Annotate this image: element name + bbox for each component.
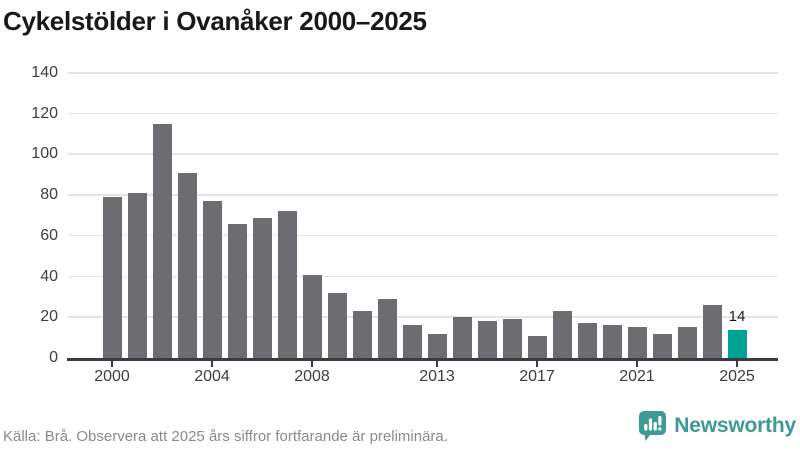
bar-2006 — [252, 217, 272, 358]
x-tick-2025 — [736, 360, 738, 367]
bar-2000 — [102, 197, 122, 358]
bar-2025 — [727, 329, 747, 358]
bar-2009 — [327, 292, 347, 358]
bar-2014 — [452, 317, 472, 358]
y-axis-label-0: 0 — [49, 349, 58, 366]
bar-2013 — [427, 333, 447, 358]
bar-2008 — [302, 274, 322, 358]
y-axis-label-100: 100 — [31, 145, 58, 163]
y-axis-label-80: 80 — [40, 186, 58, 204]
y-axis-label-20: 20 — [40, 308, 58, 326]
chart-title: Cykelstölder i Ovanåker 2000–2025 — [3, 6, 427, 36]
x-axis-label-2013: 2013 — [419, 368, 455, 385]
x-tick-2004 — [211, 360, 213, 367]
gridline-120 — [68, 112, 778, 115]
gridline-140 — [68, 72, 778, 74]
bar-2019 — [577, 323, 597, 358]
newsworthy-icon — [639, 411, 667, 441]
newsworthy-wordmark: Newsworthy — [674, 414, 796, 437]
y-axis-label-140: 140 — [31, 64, 58, 81]
bar-2024 — [702, 305, 722, 358]
x-tick-2013 — [436, 360, 438, 367]
bar-2010 — [352, 311, 372, 358]
bar-2022 — [652, 333, 672, 358]
bar-2016 — [502, 319, 522, 358]
newsworthy-logo: Newsworthy — [639, 411, 796, 441]
gridline-60 — [68, 234, 778, 237]
source-note: Källa: Brå. Observera att 2025 års siffr… — [3, 428, 448, 445]
bar-2005 — [227, 223, 247, 358]
bar-2012 — [402, 325, 422, 358]
bar-2001 — [127, 193, 147, 358]
y-axis-label-40: 40 — [40, 267, 58, 285]
bar-2023 — [677, 327, 697, 358]
x-axis-label-2017: 2017 — [519, 368, 555, 385]
x-axis-label-2025: 2025 — [719, 368, 755, 385]
bar-2011 — [377, 298, 397, 358]
x-axis-line — [67, 357, 778, 361]
bar-2002 — [152, 123, 172, 358]
x-tick-2017 — [536, 360, 538, 367]
bar-2004 — [202, 201, 222, 358]
x-axis-label-2000: 2000 — [94, 368, 130, 385]
y-axis-label-120: 120 — [31, 104, 58, 122]
bar-2021 — [627, 327, 647, 358]
x-axis-label-2021: 2021 — [619, 368, 655, 385]
bar-2018 — [552, 311, 572, 358]
gridline-40 — [68, 275, 778, 278]
gridline-80 — [68, 194, 778, 196]
bar-2020 — [602, 325, 622, 358]
x-axis-label-2004: 2004 — [194, 368, 230, 385]
bar-2015 — [477, 321, 497, 358]
x-axis-label-2008: 2008 — [294, 368, 330, 385]
gridline-100 — [68, 153, 778, 155]
bar-2003 — [177, 172, 197, 358]
bar-2007 — [277, 211, 297, 358]
x-tick-2008 — [311, 360, 313, 367]
bar-value-label: 14 — [728, 307, 746, 325]
bar-2017 — [527, 335, 547, 358]
x-tick-2000 — [111, 360, 113, 367]
gridline-20 — [68, 316, 778, 318]
x-tick-2021 — [636, 360, 638, 367]
y-axis-label-60: 60 — [40, 226, 58, 244]
